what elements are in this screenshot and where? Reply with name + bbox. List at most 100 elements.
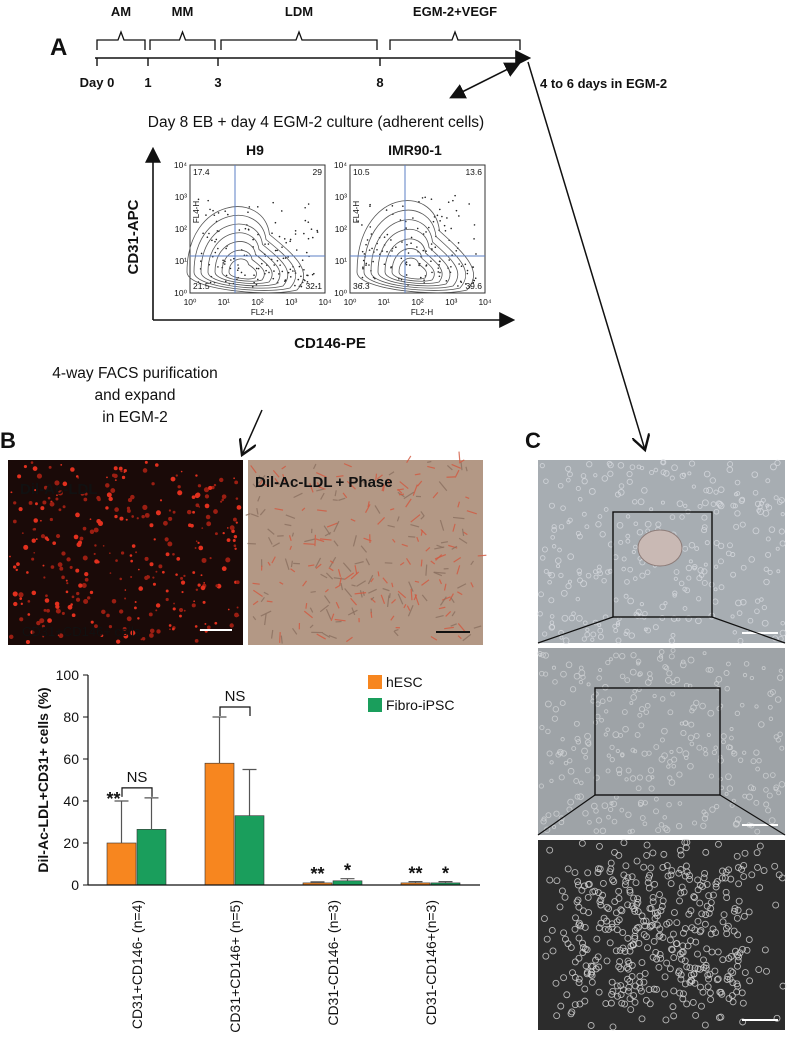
cell [552,979,560,987]
phase-cell [303,610,313,619]
cell [549,947,557,955]
cell [572,914,579,922]
event-dot [297,278,300,281]
cell [607,999,615,1007]
phase-cell [281,465,287,470]
cell-signal [200,585,206,591]
cell [675,869,683,877]
phase-cell [274,507,284,511]
event-dot [472,266,475,268]
cell [642,610,648,617]
cell [669,514,676,520]
cell [670,647,676,653]
phase-cell [290,568,296,573]
cell [611,818,618,825]
cell [539,463,545,469]
cell [587,820,592,825]
cell-signal [96,495,101,501]
cell [670,987,678,995]
cell [717,486,725,494]
cell-signal [138,587,141,590]
cell [748,871,756,879]
phase-cell [368,588,377,594]
event-dot [370,233,373,235]
phase-cell [344,588,353,598]
cell [575,975,583,983]
cell [779,982,787,990]
cell [647,671,653,677]
event-dot [406,243,408,246]
cell [577,533,583,540]
cell [567,579,572,584]
cell [687,471,692,476]
cell [608,806,614,813]
cell [700,822,707,829]
legend-label: Fibro-iPSC [386,697,454,713]
cell [588,972,596,979]
cell [701,809,707,815]
cell [678,948,686,956]
cell-signal [176,557,181,561]
cell [658,822,665,828]
cell [716,988,724,996]
cell [638,1015,646,1023]
cell [688,721,695,728]
cell [581,478,588,485]
phase-cell [309,607,314,613]
cell-signal [40,506,45,511]
flow-y-tick: 10⁴ [174,160,187,170]
event-dot [294,230,297,232]
cell [681,925,689,932]
event-dot [257,278,259,281]
phase-cell [413,594,418,601]
channel-label: FL4-H [192,201,201,223]
x-tick-label: CD31-CD146- (n=3) [325,900,341,1026]
cell [695,617,702,625]
cell [574,793,581,800]
cell [637,498,645,506]
phase-cell [473,625,482,629]
phase-cell [460,462,463,471]
event-dot [224,210,227,212]
phase-cell [328,567,334,572]
phase-cell [250,465,257,474]
cell [706,989,714,997]
cell-signal [83,599,89,605]
cell [614,491,621,498]
cell [622,877,630,885]
cell [714,975,722,983]
phase-cell [406,455,412,464]
cell-signal [198,506,201,508]
cell [649,953,657,961]
cell [568,1008,576,1016]
cell [774,696,782,703]
cell [551,524,557,530]
event-dot [407,252,410,254]
cell [571,1001,579,1009]
fluorescence-image [8,460,243,645]
cell [582,962,590,970]
stage-bracket [149,30,216,50]
cell [671,756,678,763]
cell-signal [126,616,132,622]
cell [542,952,550,960]
cell [704,983,712,991]
event-dot [428,226,430,229]
cell-signal [43,576,46,579]
cell-signal [135,551,138,554]
cell [729,727,734,732]
cell [648,785,655,792]
cell [660,850,668,858]
cell [733,980,741,988]
event-dot [305,251,308,254]
phase-cell [302,580,308,587]
cell-signal [49,517,54,522]
cell [587,970,595,978]
cell [699,702,706,710]
cell [733,914,741,922]
cell-signal [209,557,212,560]
cell [777,674,784,681]
phase-cell [319,604,329,613]
cell [694,876,702,884]
cell [643,709,650,715]
